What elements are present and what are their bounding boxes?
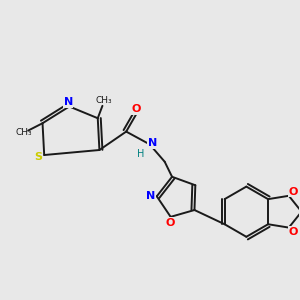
Text: O: O [131,104,141,114]
Text: CH₃: CH₃ [95,96,112,105]
Text: N: N [148,138,157,148]
Text: S: S [34,152,42,162]
Text: O: O [289,226,298,237]
Text: N: N [146,191,155,201]
Text: H: H [136,149,144,159]
Text: N: N [64,98,73,107]
Text: O: O [165,218,175,228]
Text: O: O [289,187,298,197]
Text: CH₃: CH₃ [16,128,32,137]
